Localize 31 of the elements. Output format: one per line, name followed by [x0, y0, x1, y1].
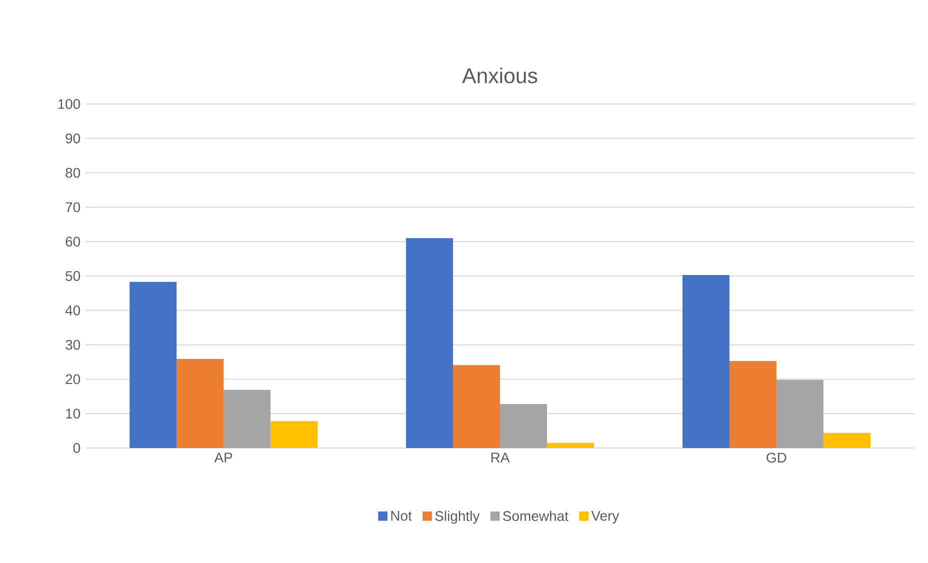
x-tick-label: GD — [766, 452, 786, 463]
chart-title: Anxious — [462, 68, 538, 84]
y-tick-label: 30 — [66, 340, 80, 350]
bar — [406, 238, 454, 448]
y-tick-label: 0 — [73, 443, 80, 454]
x-tick-label: AP — [214, 452, 232, 463]
bar — [776, 380, 824, 448]
legend-label: Somewhat — [503, 510, 568, 522]
y-tick-label: 10 — [66, 408, 80, 419]
bar — [224, 390, 271, 448]
legend-label: Not — [391, 511, 412, 521]
y-tick-label: 80 — [66, 168, 80, 178]
y-tick-label: 100 — [58, 99, 80, 110]
y-tick-label: 20 — [66, 374, 80, 384]
legend-label: Very — [591, 511, 620, 524]
bar — [682, 275, 730, 448]
y-tick-label: 90 — [66, 134, 80, 144]
y-tick-label: 50 — [66, 271, 80, 282]
y-tick-label: 70 — [66, 202, 80, 212]
bar — [270, 421, 318, 448]
bar — [500, 404, 547, 448]
x-tick-label: RA — [491, 452, 510, 463]
bar — [823, 433, 870, 448]
y-tick-label: 60 — [66, 236, 80, 247]
bar — [453, 365, 500, 448]
bar — [130, 282, 177, 448]
bar — [176, 359, 224, 448]
legend-label: Slightly — [435, 510, 480, 524]
bar — [729, 361, 776, 448]
y-tick-label: 40 — [65, 306, 80, 316]
bar — [547, 443, 594, 448]
